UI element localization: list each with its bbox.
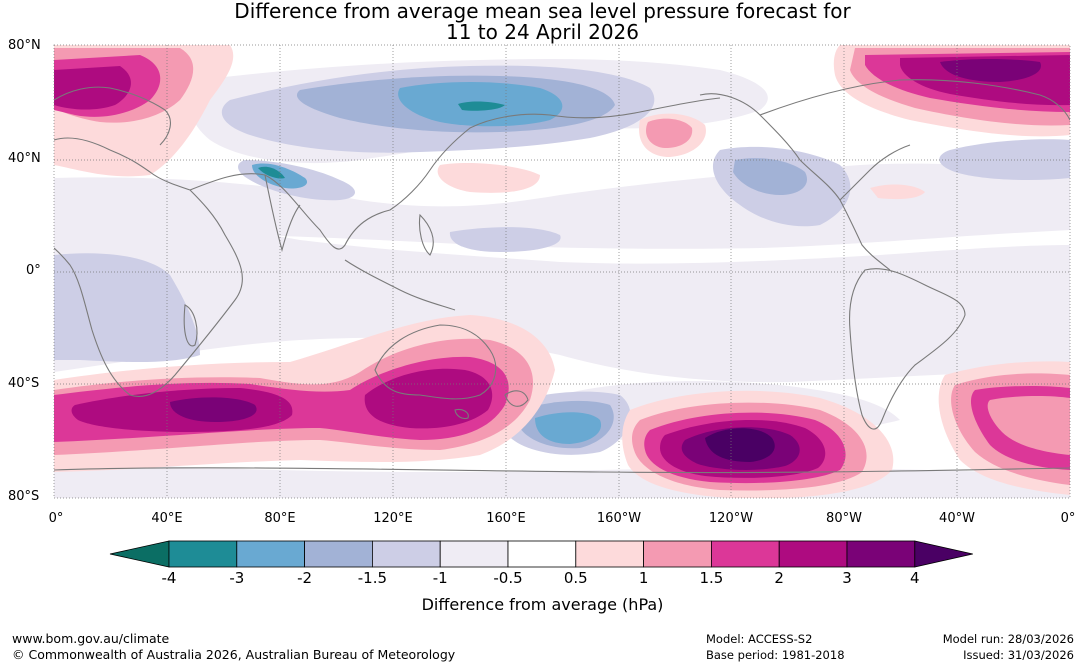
lon-label-40e: 40°E (151, 511, 183, 526)
colorbar-swatch (371, 540, 441, 568)
map-frame (53, 44, 1071, 499)
lon-label-40w: 40°W (939, 511, 975, 526)
colorbar-tick-label: 0.5 (563, 569, 588, 587)
colorbar-swatch (778, 540, 848, 568)
colorbar-extend-low (109, 540, 170, 568)
colorbar-swatch (236, 540, 306, 568)
colorbar-tick-label: -4 (161, 569, 177, 587)
lon-label-160e: 160°E (486, 511, 526, 526)
graticule (54, 45, 1070, 498)
chart-title-line-2: 11 to 24 April 2026 (445, 20, 640, 44)
lat-label-80n: 80°N (8, 38, 41, 53)
lon-label-80e: 80°E (264, 511, 296, 526)
colorbar-tick-label: -0.5 (493, 569, 523, 587)
footer-model: Model: ACCESS-S2 (706, 632, 813, 646)
colorbar-tick-label: -1.5 (357, 569, 388, 587)
colorbar-tick-label: 4 (910, 569, 920, 587)
coastlines (54, 79, 1070, 474)
lon-label-80w: 80°W (826, 511, 862, 526)
chart-title-line-1: Difference from average mean sea level p… (234, 0, 851, 23)
colorbar-tick-label: -2 (297, 569, 313, 587)
lat-label-40n: 40°N (8, 151, 41, 166)
colorbar-tick-label: 2 (774, 569, 784, 587)
lon-label-120e: 120°E (373, 511, 413, 526)
colorbar-tick-label: -3 (229, 569, 245, 587)
colorbar-tick-label: 1 (638, 569, 649, 587)
colorbar-tick-label: 3 (842, 569, 852, 587)
footer-model-run: Model run: 28/03/2026 (942, 632, 1074, 646)
colorbar-swatch (507, 540, 577, 568)
colorbar-swatch (439, 540, 509, 568)
lon-label-160w: 160°W (596, 511, 642, 526)
lon-label-0-east: 0° (1060, 511, 1076, 526)
colorbar-tick-label: 1.5 (699, 569, 724, 587)
footer-issued: Issued: 31/03/2026 (963, 648, 1074, 662)
lon-label-120w: 120°W (708, 511, 754, 526)
colorbar-extend-high (914, 540, 973, 568)
colorbar-title: Difference from average (hPa) (421, 595, 664, 614)
lat-label-80s: 80°S (8, 489, 40, 504)
anomaly-fields (54, 45, 1070, 498)
colorbar-swatch (575, 540, 644, 568)
colorbar-swatch (304, 540, 373, 568)
colorbar-swatch (643, 540, 712, 568)
footer-website: www.bom.gov.au/climate (12, 631, 170, 646)
colorbar-tick-label: -1 (432, 569, 448, 587)
colorbar-swatch (846, 540, 916, 568)
lon-label-0: 0° (48, 511, 64, 526)
footer-base-period: Base period: 1981-2018 (706, 648, 845, 662)
colorbar-swatch (711, 540, 780, 568)
footer-copyright: © Commonwealth of Australia 2026, Austra… (12, 647, 456, 662)
colorbar-swatch (168, 540, 238, 568)
lat-label-40s: 40°S (8, 376, 40, 391)
lat-label-0: 0° (26, 263, 41, 278)
